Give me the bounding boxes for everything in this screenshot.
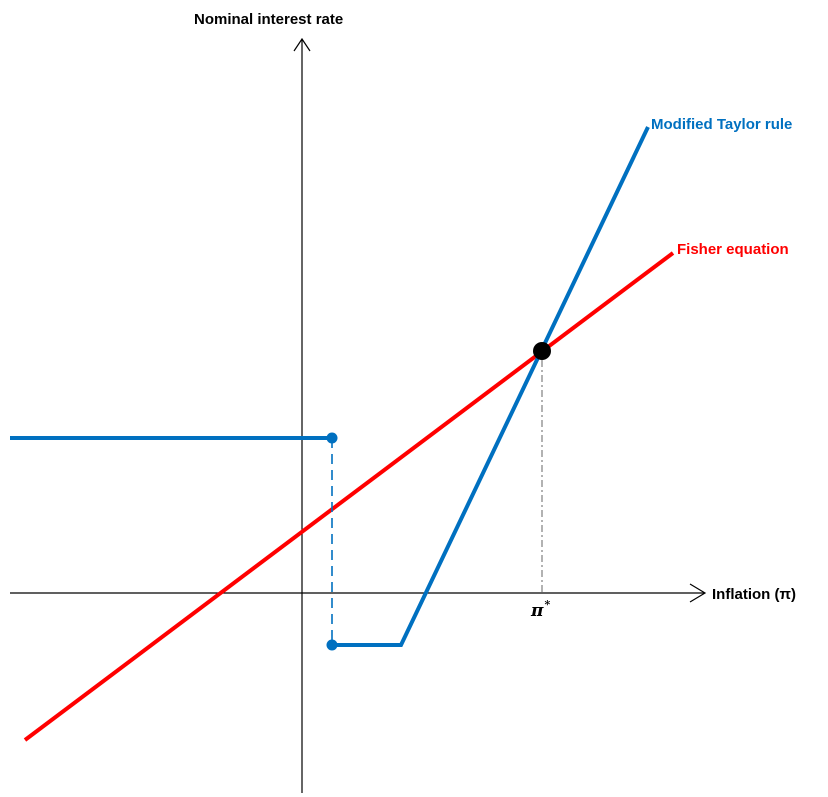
x-axis-label: Inflation (π) [712,586,796,603]
taylor-label: Modified Taylor rule [651,116,792,133]
pi-star-superscript: * [544,598,550,611]
x-axis-arrow [689,583,707,603]
y-axis-label: Nominal interest rate [194,11,343,28]
y-axis-arrow [293,37,311,52]
taylor-lower-endpoint [326,639,338,651]
pi-star-symbol: π [530,601,544,621]
equilibrium-point [533,342,551,360]
taylor-lower-branch [332,126,650,647]
fisher-equation-line [23,251,675,742]
pi-star-label: π* [530,598,550,621]
taylor-upper-endpoint [326,432,338,444]
fisher-label: Fisher equation [677,241,789,258]
